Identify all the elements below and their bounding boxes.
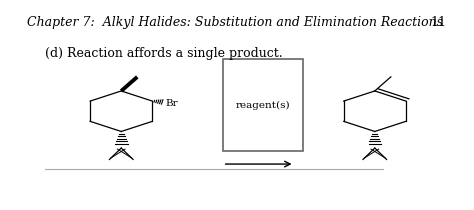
Text: Br: Br	[165, 99, 178, 108]
Text: reagent(s): reagent(s)	[236, 100, 290, 110]
Text: (d) Reaction affords a single product.: (d) Reaction affords a single product.	[45, 47, 283, 60]
Bar	[223, 59, 303, 151]
Text: 11: 11	[431, 16, 447, 29]
Text: Chapter 7:  Alkyl Halides: Substitution and Elimination Reactions: Chapter 7: Alkyl Halides: Substitution a…	[27, 16, 443, 29]
